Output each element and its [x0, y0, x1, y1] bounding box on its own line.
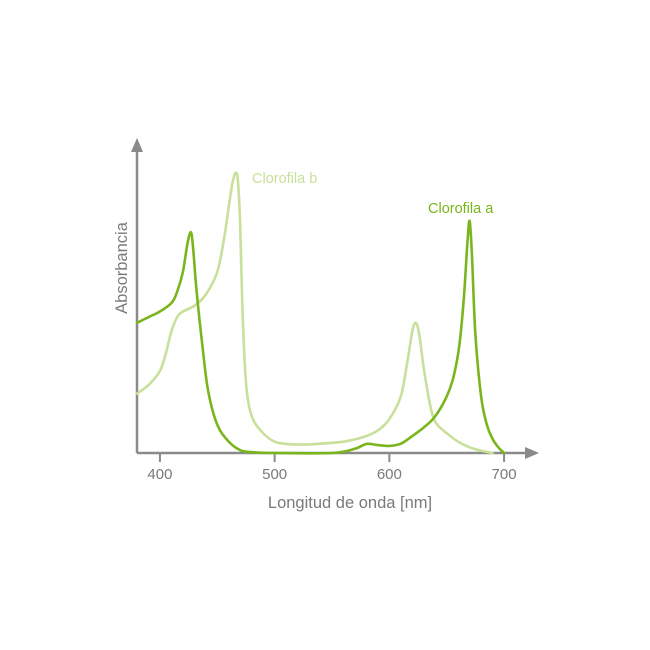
x-tick-label-500: 500	[262, 466, 287, 483]
x-tick-label-700: 700	[492, 466, 517, 483]
x-tick-label-400: 400	[147, 466, 172, 483]
series-label-clorofila-b: Clorofila b	[252, 171, 317, 187]
series-line-clorofila-a	[135, 219, 506, 455]
x-axis-arrowhead	[525, 447, 539, 459]
series-line-clorofila-b	[135, 171, 494, 455]
series-label-clorofila-a: Clorofila a	[428, 201, 494, 217]
x-axis-title: Longitud de onda [nm]	[268, 494, 432, 512]
axes-group	[131, 138, 539, 459]
y-axis-title: Absorbancia	[113, 221, 131, 314]
x-ticks-group: 400 500 600 700	[147, 453, 517, 483]
y-axis-arrowhead	[131, 138, 143, 152]
x-tick-label-600: 600	[377, 466, 402, 483]
series-group	[135, 171, 506, 455]
